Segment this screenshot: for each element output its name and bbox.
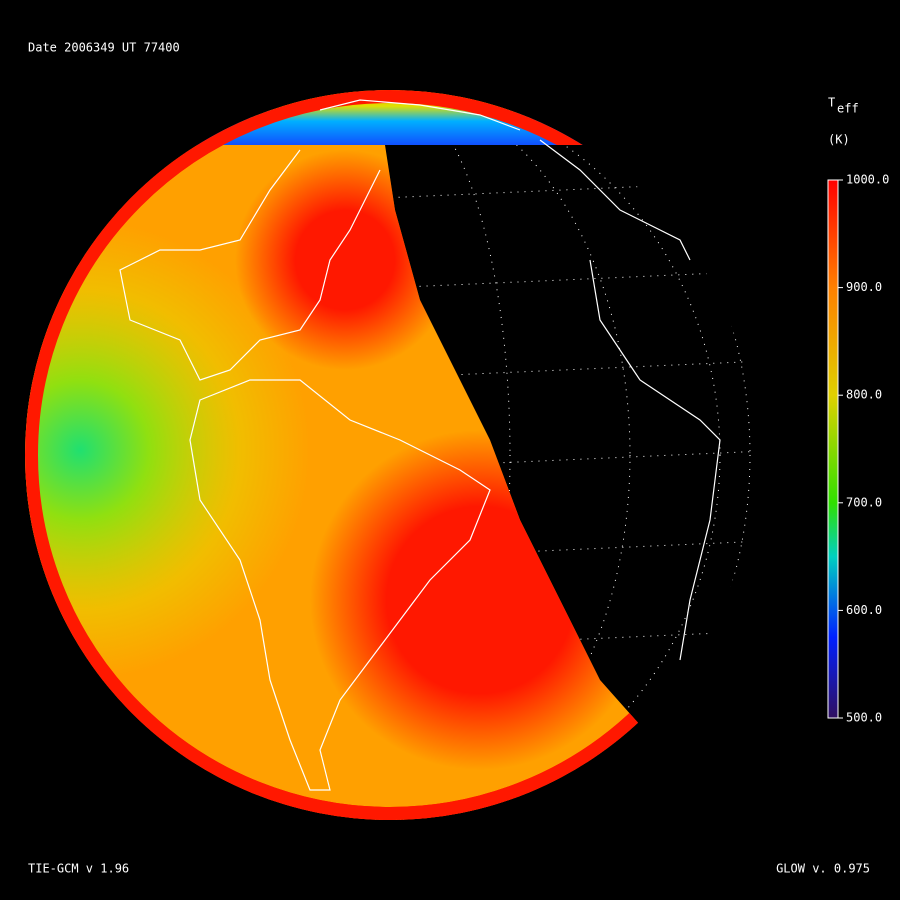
coastlines bbox=[119, 99, 721, 791]
colorbar-tick-label: 800.0 bbox=[846, 388, 882, 402]
graticule bbox=[25, 90, 755, 820]
date-label: Date 2006349 UT 77400 bbox=[28, 41, 180, 55]
colorbar-tick-label: 1000.0 bbox=[846, 173, 889, 187]
colorbar-tick-label: 600.0 bbox=[846, 603, 882, 617]
colorbar-tick-label: 700.0 bbox=[846, 495, 882, 509]
colorbar-unit: (K) bbox=[828, 133, 850, 147]
colorbar-label-sub: eff bbox=[837, 102, 859, 116]
footer-right: GLOW v. 0.975 bbox=[776, 862, 870, 876]
colorbar-tick-label: 900.0 bbox=[846, 280, 882, 294]
colorbar-label: T bbox=[828, 96, 835, 110]
day-side bbox=[25, 90, 640, 820]
footer-left: TIE-GCM v 1.96 bbox=[28, 862, 129, 876]
colorbar bbox=[827, 179, 839, 719]
colorbar-tick-label: 500.0 bbox=[846, 711, 882, 725]
